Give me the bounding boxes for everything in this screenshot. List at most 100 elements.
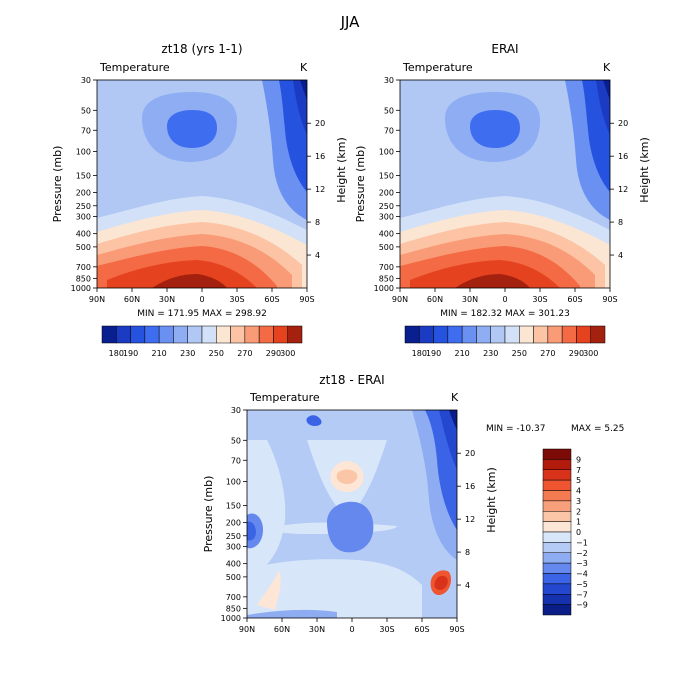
x-tick-label: 60S [264,295,279,304]
y-tick-label: 30 [384,76,394,85]
x-tick-label: 30S [379,625,394,634]
colorbar-label: −2 [576,549,588,558]
panel-diff-max: MAX = 5.25 [571,424,624,434]
colorbar-swatch [490,325,506,344]
height-tick-label: 20 [465,449,475,458]
y-tick-label: 700 [226,593,241,602]
y-tick-label: 850 [226,604,241,613]
x-tick-label: 30S [229,295,244,304]
y-tick-label: 50 [231,436,241,445]
colorbar-label: −5 [576,580,588,589]
colorbar-swatch [404,325,420,344]
x-tick-label: 90N [392,295,408,304]
colorbar-swatch [447,325,463,344]
colorbar-swatch [201,325,217,344]
height-tick-label: 20 [618,119,628,128]
colorbar-label: 180 [412,349,427,358]
colorbar-swatch [476,325,491,344]
colorbar-swatch [433,325,449,344]
panel-model-minmax: MIN = 171.95 MAX = 298.92 [137,309,267,319]
colorbar-swatch [542,511,572,522]
height-tick-label: 16 [315,152,325,161]
panel-model-contours [97,80,307,288]
y-tick-label: 250 [226,532,241,541]
y-tick-label: 200 [226,519,241,528]
y-tick-label: 70 [231,456,241,465]
y-tick-label: 100 [226,477,241,486]
colorbar-label: 300 [583,349,598,358]
colorbar-label: −9 [576,601,588,610]
y-tick-label: 100 [76,147,91,156]
colorbar-swatch [542,531,572,543]
colorbar-swatch [576,325,591,344]
y-tick-label: 1000 [221,614,241,623]
colorbar-label: 9 [576,455,581,464]
x-tick-label: 60S [567,295,582,304]
panel-diff-min: MIN = -10.37 [486,424,545,434]
x-tick-label: 30N [159,295,175,304]
main-title: JJA [340,13,361,31]
colorbar-label: 210 [152,349,167,358]
colorbar-label: 300 [280,349,295,358]
y-tick-label: 30 [81,76,91,85]
y-tick-label: 1000 [71,284,91,293]
height-tick-label: 4 [618,251,623,260]
colorbar-label: 190 [123,349,138,358]
x-tick-label: 0 [199,295,204,304]
colorbar-label: −7 [576,590,588,599]
panel-erai-title: ERAI [491,42,518,56]
colorbar-swatch [590,325,606,344]
panel-erai-contours [400,80,610,288]
panel-diff-ylabel-right: Height (km) [485,467,498,533]
colorbar-swatch [158,325,174,344]
colorbar-swatch [542,542,572,553]
y-tick-label: 300 [379,213,394,222]
x-tick-label: 60N [427,295,443,304]
colorbar-label: 250 [209,349,224,358]
x-tick-label: 60S [414,625,429,634]
x-tick-label: 90S [449,625,464,634]
colorbar-swatch [533,325,549,344]
colorbar-label: 230 [180,349,195,358]
colorbar-label: 4 [576,487,581,496]
colorbar-swatch [542,521,572,533]
x-tick-label: 90N [239,625,255,634]
colorbar-swatch [542,552,572,564]
panel-erai-units: K [603,61,611,74]
y-tick-label: 300 [76,213,91,222]
y-tick-label: 150 [379,171,394,180]
y-tick-label: 150 [76,171,91,180]
panel-diff-title: zt18 - ERAI [319,373,384,387]
y-tick-label: 30 [231,406,241,415]
colorbar-swatch [258,325,274,344]
panel-model: zt18 (yrs 1-1) Temperature K 30 50 70 100 15… [51,42,348,358]
x-tick-label: 30N [309,625,325,634]
y-tick-label: 250 [379,202,394,211]
height-tick-label: 20 [315,119,325,128]
colorbar-label: 290 [569,349,584,358]
colorbar-label: 180 [109,349,124,358]
x-tick-label: 0 [349,625,354,634]
colorbar-swatch [187,325,203,344]
panel-diff-subtitle: Temperature [249,391,320,404]
colorbar-swatch [461,325,477,344]
colorbar-swatch [542,448,572,460]
colorbar-swatch [547,325,563,344]
colorbar-swatch [173,325,188,344]
x-tick-label: 0 [502,295,507,304]
colorbar-swatch [144,325,160,344]
y-tick-label: 700 [76,263,91,272]
colorbar-swatch [287,325,303,344]
colorbar-label: 250 [512,349,527,358]
y-tick-label: 250 [76,202,91,211]
colorbar-label: −4 [576,570,588,579]
colorbar-label: 3 [576,497,581,506]
y-tick-label: 300 [226,543,241,552]
colorbar-label: 290 [266,349,281,358]
colorbar-label: 7 [576,466,581,475]
colorbar-label: 0 [576,528,581,537]
y-tick-label: 150 [226,501,241,510]
colorbar-swatch [561,325,577,344]
colorbar-label: 5 [576,476,581,485]
